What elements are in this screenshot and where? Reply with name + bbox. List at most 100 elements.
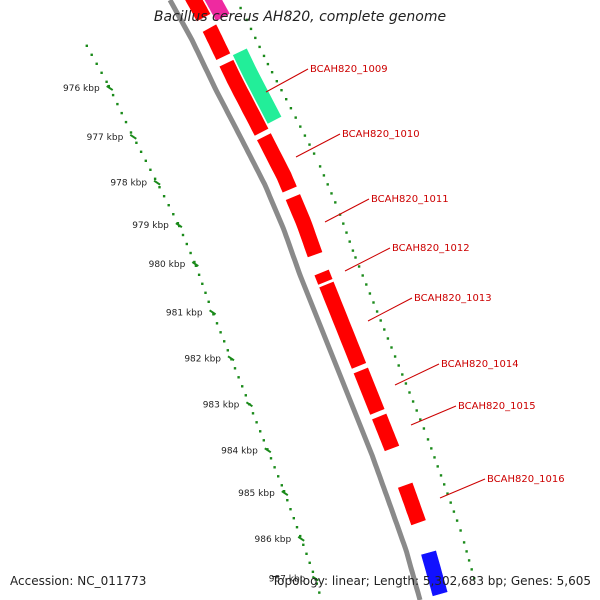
gene-label: BCAH820_1016 <box>487 474 565 485</box>
kbp-tick-label: 979 kbp <box>132 221 169 231</box>
ruler-dot <box>107 84 110 88</box>
ruler-dot <box>436 465 439 468</box>
ruler-dot <box>95 62 98 65</box>
ruler-dot <box>473 577 476 580</box>
ruler-dot <box>255 421 258 424</box>
ruler-dot <box>273 466 276 469</box>
ruler-dot <box>345 231 348 234</box>
ruler-dot <box>197 273 201 276</box>
ruler-dot <box>375 310 379 313</box>
ruler-dot <box>266 62 270 66</box>
kbp-tick-mark <box>175 222 183 229</box>
ruler-dot <box>189 251 192 255</box>
ruler-dot <box>237 376 240 379</box>
backbone-line <box>167 0 423 600</box>
ruler-dot <box>289 107 293 110</box>
ruler-dot <box>383 328 386 331</box>
kbp-tick-label: 987 kbp <box>269 575 306 585</box>
cds-block <box>201 23 231 61</box>
ruler-dot <box>201 282 204 285</box>
ruler-dot <box>185 242 188 246</box>
ruler-dot <box>322 174 326 177</box>
ruler-dot <box>351 249 355 252</box>
ruler-dot <box>204 291 207 294</box>
genome-backbone <box>167 0 423 600</box>
label-leader-lines <box>265 68 486 499</box>
ruler-dot <box>241 385 244 388</box>
ruler-dot <box>167 204 170 207</box>
ruler-dot <box>404 382 408 385</box>
ruler-dot <box>342 222 345 225</box>
kbp-tick-label: 984 kbp <box>221 446 258 456</box>
kbp-tick-mark <box>153 179 161 186</box>
kbp-tick-label: 980 kbp <box>149 260 186 270</box>
label-leader-line <box>410 405 457 426</box>
ruler-dot <box>368 292 372 295</box>
cds-block <box>313 268 334 286</box>
ruler-dot <box>162 195 166 198</box>
ruler-dot <box>386 337 390 340</box>
ruler-dot <box>294 116 297 119</box>
kbp-tick-mark <box>191 261 199 267</box>
ruler-dot <box>334 201 337 204</box>
kbp-tick-label: 976 kbp <box>63 84 100 94</box>
ruler-dot <box>411 400 415 403</box>
ruler-dot <box>422 427 426 430</box>
ruler-dot <box>303 134 307 137</box>
ruler-dot <box>153 177 157 180</box>
ruler-dot <box>215 322 219 325</box>
ruler-dot <box>254 36 257 40</box>
ruler-dot <box>379 319 382 322</box>
label-leader-line <box>394 363 440 386</box>
ruler-dot <box>239 6 242 10</box>
ruler-dot <box>426 438 430 441</box>
ruler-dot <box>181 233 185 237</box>
ruler-dot <box>446 492 449 495</box>
ruler-dot <box>470 568 473 571</box>
ruler-dot <box>100 71 103 74</box>
cds-block-pink <box>203 0 231 22</box>
ruler-dot <box>270 71 274 74</box>
ruler-dot <box>286 499 289 502</box>
genome-title: Bacillus cereus AH820, complete genome <box>153 9 447 25</box>
ruler-dot <box>365 283 368 286</box>
kbp-tick-mark <box>281 490 289 497</box>
kbp-tick-mark <box>227 355 235 362</box>
cds-block-teal <box>232 47 283 125</box>
ruler-dot <box>372 301 375 304</box>
ruler-dot <box>85 44 88 47</box>
gene-label: BCAH820_1009 <box>310 64 388 75</box>
ruler-dot <box>354 256 357 259</box>
ruler-dot <box>251 412 255 415</box>
ruler-dot <box>390 346 393 349</box>
ruler-dot <box>144 159 147 162</box>
ruler-dot <box>408 391 411 394</box>
ruler-dot <box>312 152 316 155</box>
gene-label: BCAH820_1011 <box>371 194 449 205</box>
ruler-dot <box>361 274 364 277</box>
label-leader-line <box>324 198 370 223</box>
ruler-dot <box>455 519 459 522</box>
ruler-dot <box>120 111 123 115</box>
ruler-dot <box>305 552 308 555</box>
ruler-dot <box>158 186 161 189</box>
feature-track <box>184 0 449 597</box>
ruler-dot <box>111 93 115 97</box>
ruler-dot <box>280 484 283 487</box>
ruler-dot <box>397 364 400 367</box>
ruler-dot <box>459 529 462 532</box>
gene-label: BCAH820_1013 <box>414 293 492 304</box>
kbp-ticks: 976 kbp 977 kbp 978 kbp 979 kbp 980 kbp 981 k… <box>63 84 319 585</box>
gene-label: BCAH820_1015 <box>458 401 536 412</box>
kbp-tick-mark <box>311 575 319 582</box>
cds-block <box>397 481 427 526</box>
kbp-tick-mark <box>209 309 217 316</box>
ruler-dot <box>462 541 466 544</box>
ruler-dot <box>465 550 468 553</box>
ruler-dot <box>135 141 138 144</box>
ruler-dot <box>262 439 265 442</box>
ruler-dot <box>318 165 322 168</box>
ruler-dot <box>415 409 418 412</box>
kbp-tick-label: 982 kbp <box>184 354 221 364</box>
label-leader-line <box>439 478 486 499</box>
